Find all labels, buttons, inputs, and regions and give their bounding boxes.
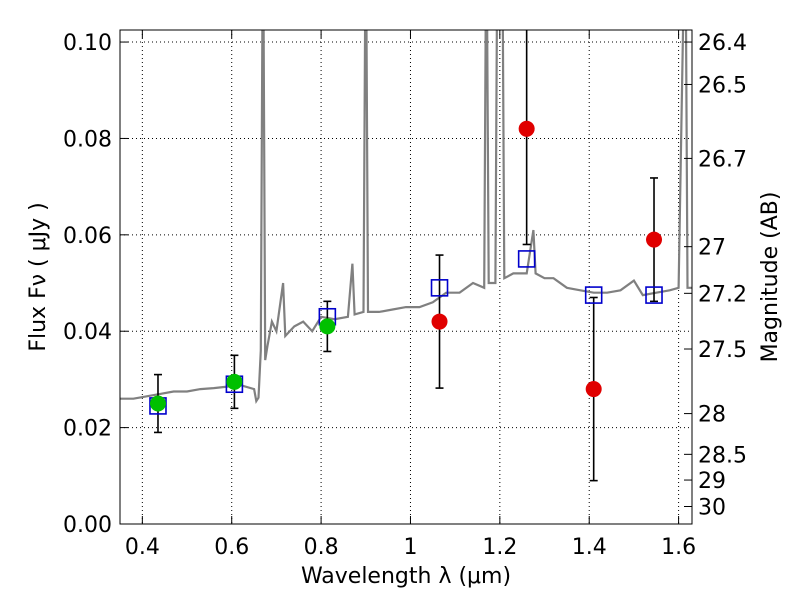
y-tick-label: 0.06 (63, 224, 112, 249)
green-point (319, 318, 336, 335)
marks-layer (149, 30, 663, 482)
x-tick-label: 1.4 (572, 535, 607, 560)
y2-tick-label: 27.2 (698, 282, 747, 307)
y2-tick-label: 29 (698, 469, 726, 494)
x-tick-label: 1.6 (661, 535, 696, 560)
y-tick-label: 0.08 (63, 127, 112, 152)
y2-tick-label: 26.5 (698, 73, 747, 98)
red-point (431, 313, 448, 330)
y2-tick-label: 26.7 (698, 147, 747, 172)
y2-tick-label: 28.5 (698, 443, 747, 468)
spectrum-layer (120, 30, 692, 405)
green-point (226, 373, 243, 390)
y-tick-label: 0.04 (63, 320, 112, 345)
y-tick-label: 0.02 (63, 417, 112, 442)
y-axis-ticks: 0.00 0.02 0.04 0.06 0.08 0.10 (63, 31, 128, 538)
x-axis-label: Wavelength λ (μm) (301, 564, 511, 589)
green-point (149, 395, 166, 412)
plot-frame (119, 29, 693, 525)
x-tick-label: 0.6 (214, 535, 249, 560)
y2-tick-label: 30 (698, 496, 726, 521)
y-tick-label: 0.10 (63, 31, 112, 56)
y-tick-label: 0.00 (63, 513, 112, 538)
y2-tick-label: 26.4 (698, 31, 747, 56)
grid (120, 30, 692, 525)
y2-tick-label: 27.5 (698, 338, 747, 363)
y-axis-label: Flux Fν ( μJy ) (26, 202, 51, 351)
spectrum-line (120, 30, 692, 405)
x-tick-label: 1.2 (482, 535, 517, 560)
y2-tick-label: 27 (698, 236, 726, 261)
x-tick-label: 1 (403, 535, 417, 560)
y2-tick-label: 28 (698, 403, 726, 428)
y2-axis-label: Magnitude (AB) (758, 192, 783, 363)
model-square (584, 286, 603, 304)
model-square (645, 286, 663, 304)
x-tick-label: 0.8 (304, 535, 339, 560)
red-point (646, 231, 663, 248)
red-point (585, 381, 602, 398)
x-tick-label: 0.4 (125, 535, 160, 560)
red-point (518, 120, 535, 137)
x-axis-ticks: 0.4 0.6 0.8 1 1.2 1.4 1.6 (125, 30, 696, 560)
model-square (517, 250, 536, 268)
model-square (430, 279, 449, 297)
